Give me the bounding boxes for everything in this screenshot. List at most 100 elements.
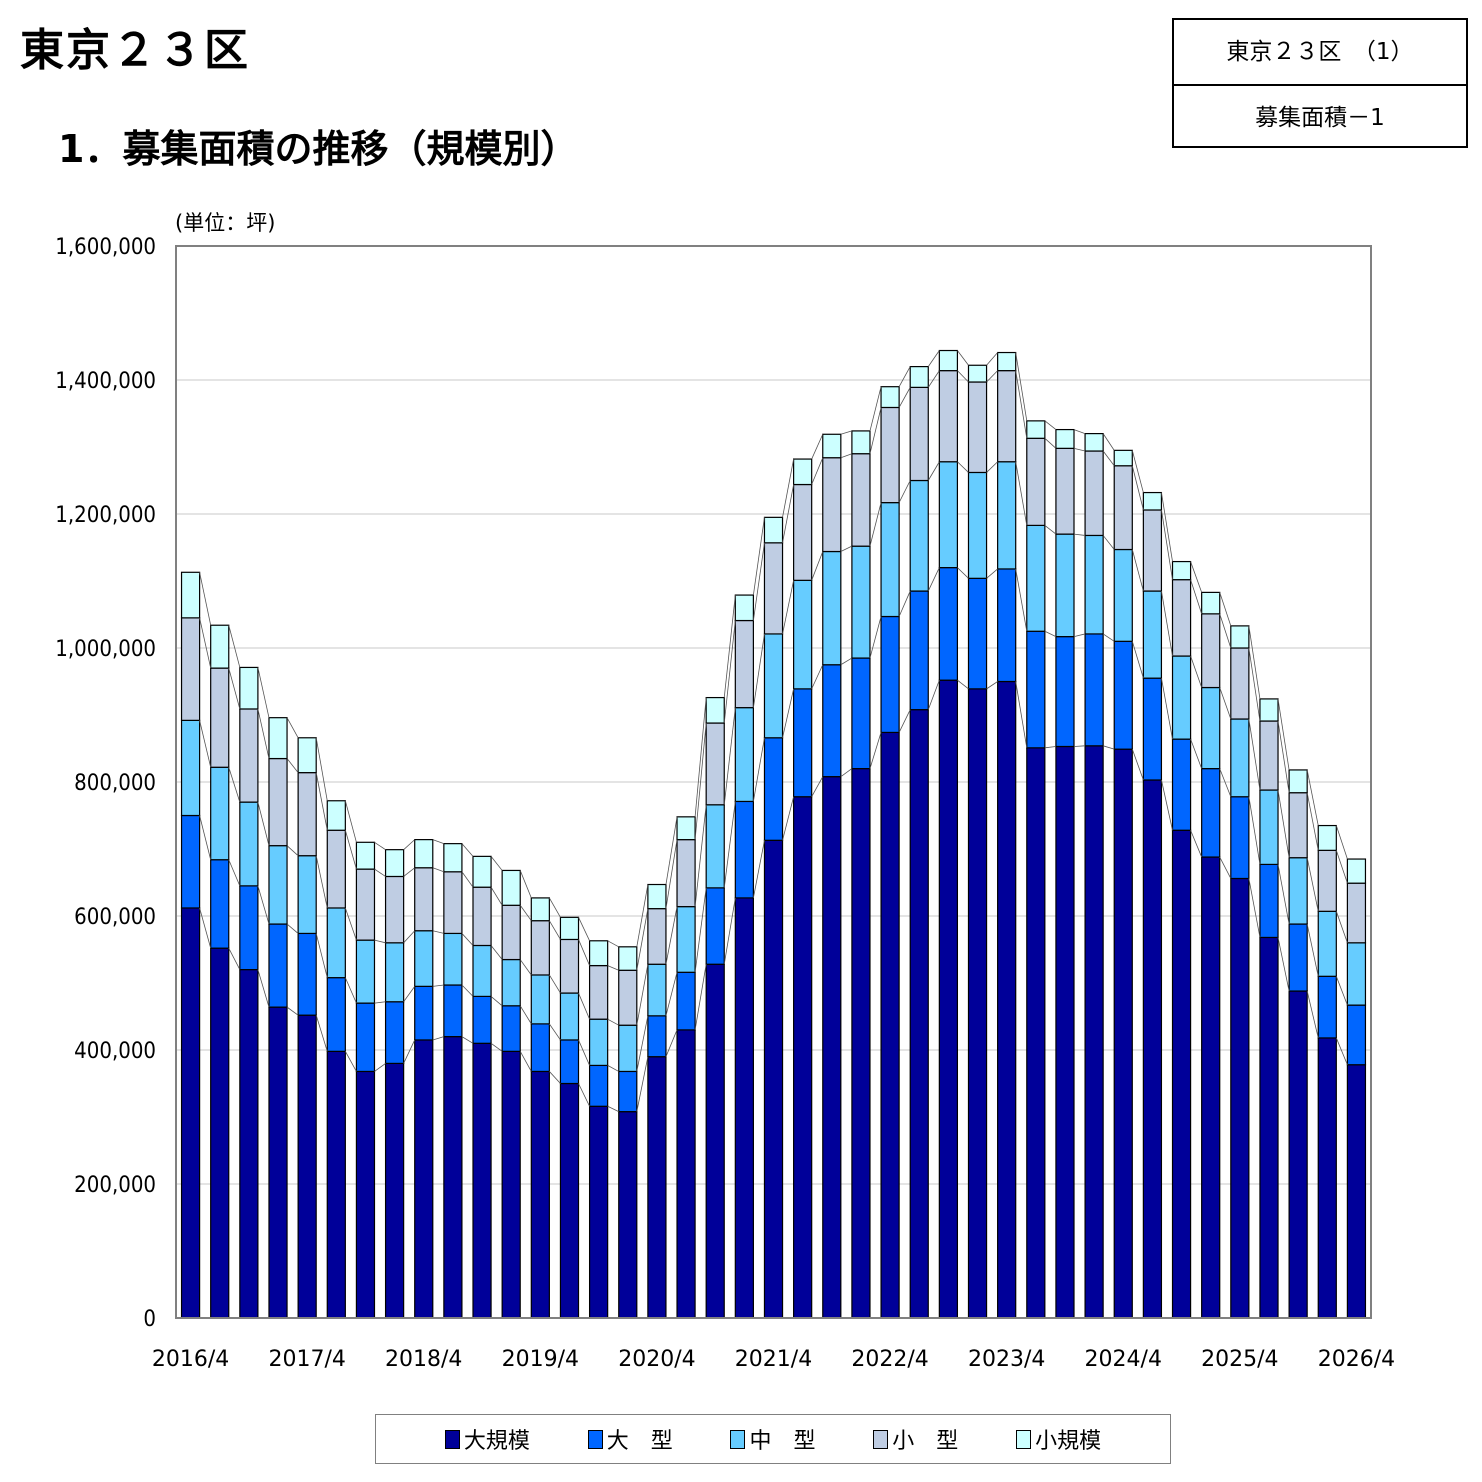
series-line <box>461 871 474 888</box>
series-line <box>957 461 969 473</box>
bar-segment <box>1084 633 1104 747</box>
bar-segment <box>472 855 492 888</box>
bar-segment <box>763 633 784 739</box>
bar-segment <box>472 1042 492 1319</box>
series-line <box>1131 749 1144 781</box>
bar-segment <box>472 944 492 997</box>
bar-segment <box>384 875 405 944</box>
bar-segment <box>443 1035 463 1319</box>
series-line <box>344 907 357 941</box>
bar-segment <box>851 657 871 770</box>
series-line <box>752 517 765 596</box>
series-line <box>403 867 415 877</box>
bar-segment <box>822 457 842 553</box>
bar-segment <box>472 995 492 1044</box>
series-line <box>344 830 357 870</box>
series-line <box>1073 447 1086 452</box>
bar-segment <box>355 1002 376 1073</box>
bar-segment <box>1201 591 1221 615</box>
bar-segment <box>472 886 492 947</box>
legend-label: 中 型 <box>749 1429 816 1454</box>
series-line <box>840 657 853 666</box>
series-line <box>840 430 853 435</box>
bar-segment <box>705 887 725 965</box>
bar-segment <box>967 577 988 690</box>
series-line <box>286 717 299 738</box>
series-line <box>228 625 241 668</box>
bar-segment <box>1171 655 1192 740</box>
series-line <box>957 370 969 383</box>
series-line <box>840 545 853 552</box>
series-line <box>607 1105 619 1113</box>
bar-segment <box>1142 491 1163 511</box>
bar-segment <box>297 737 317 774</box>
series-line <box>549 920 561 940</box>
series-line <box>1073 745 1086 747</box>
bar-segment <box>822 433 842 459</box>
series-line <box>1306 990 1319 1039</box>
bar-segment <box>851 430 871 455</box>
series-line <box>694 887 707 973</box>
series-line <box>228 947 241 970</box>
bar-segment <box>1230 625 1250 649</box>
series-line <box>490 996 503 1007</box>
series-line <box>1306 769 1319 826</box>
legend-swatch <box>587 1429 603 1449</box>
bar-segment <box>268 1006 288 1319</box>
bar-segment <box>180 617 201 721</box>
bar-segment <box>997 461 1017 570</box>
series-line <box>607 1065 619 1072</box>
series-line <box>1044 630 1057 637</box>
legend-item: 中 型 <box>730 1423 816 1455</box>
reference-box: 東京２３区 （1） 募集面積－1 <box>1172 18 1468 148</box>
series-line <box>1131 549 1144 592</box>
bar-segment <box>880 406 900 504</box>
series-line <box>199 907 212 949</box>
bar-segment <box>1055 447 1075 535</box>
series-line <box>1190 738 1203 769</box>
series-line <box>1219 856 1232 879</box>
series-line <box>432 930 444 934</box>
bar-segment <box>763 516 784 544</box>
y-tick-label: 600,000 <box>74 905 156 930</box>
series-line <box>898 480 911 503</box>
series-line <box>1102 535 1115 550</box>
bar-segment <box>588 1064 609 1107</box>
bar-segment <box>909 366 929 388</box>
bar-segment <box>268 717 288 760</box>
series-line <box>461 933 474 946</box>
y-tick-label: 1,600,000 <box>55 235 156 260</box>
bar-segment <box>1084 450 1104 537</box>
series-line <box>228 767 241 803</box>
bar-segment <box>1230 877 1250 1319</box>
series-line <box>1219 687 1232 720</box>
bar-segment <box>1201 613 1221 689</box>
x-tick-label: 2018/4 <box>385 1347 462 1372</box>
series-line <box>257 885 270 925</box>
bar-segment <box>938 461 959 569</box>
series-line <box>315 772 328 831</box>
bar-segment <box>384 942 405 1003</box>
legend: 大規模 大 型 中 型 小 型 小規模 <box>375 1414 1171 1464</box>
series-line <box>344 800 357 843</box>
series-line <box>694 723 707 840</box>
bar-segment <box>559 1082 580 1319</box>
bar-segment <box>793 579 813 690</box>
x-tick-label: 2021/4 <box>735 1347 812 1372</box>
bar-segment <box>443 843 463 873</box>
series-line <box>1131 641 1144 679</box>
series-line <box>723 620 736 724</box>
bar-segment <box>880 502 900 618</box>
bar-segment <box>1317 849 1337 912</box>
bar-segment <box>355 868 376 941</box>
bar-segment <box>384 1062 405 1319</box>
bar-segment <box>1317 1037 1337 1319</box>
series-line <box>1335 850 1348 884</box>
series-line <box>490 886 503 906</box>
series-line <box>986 352 998 366</box>
series-line <box>490 856 503 871</box>
bar-segment <box>1113 465 1133 551</box>
bar-segment <box>210 766 230 861</box>
bar-segment <box>880 615 900 734</box>
series-line <box>811 434 824 460</box>
